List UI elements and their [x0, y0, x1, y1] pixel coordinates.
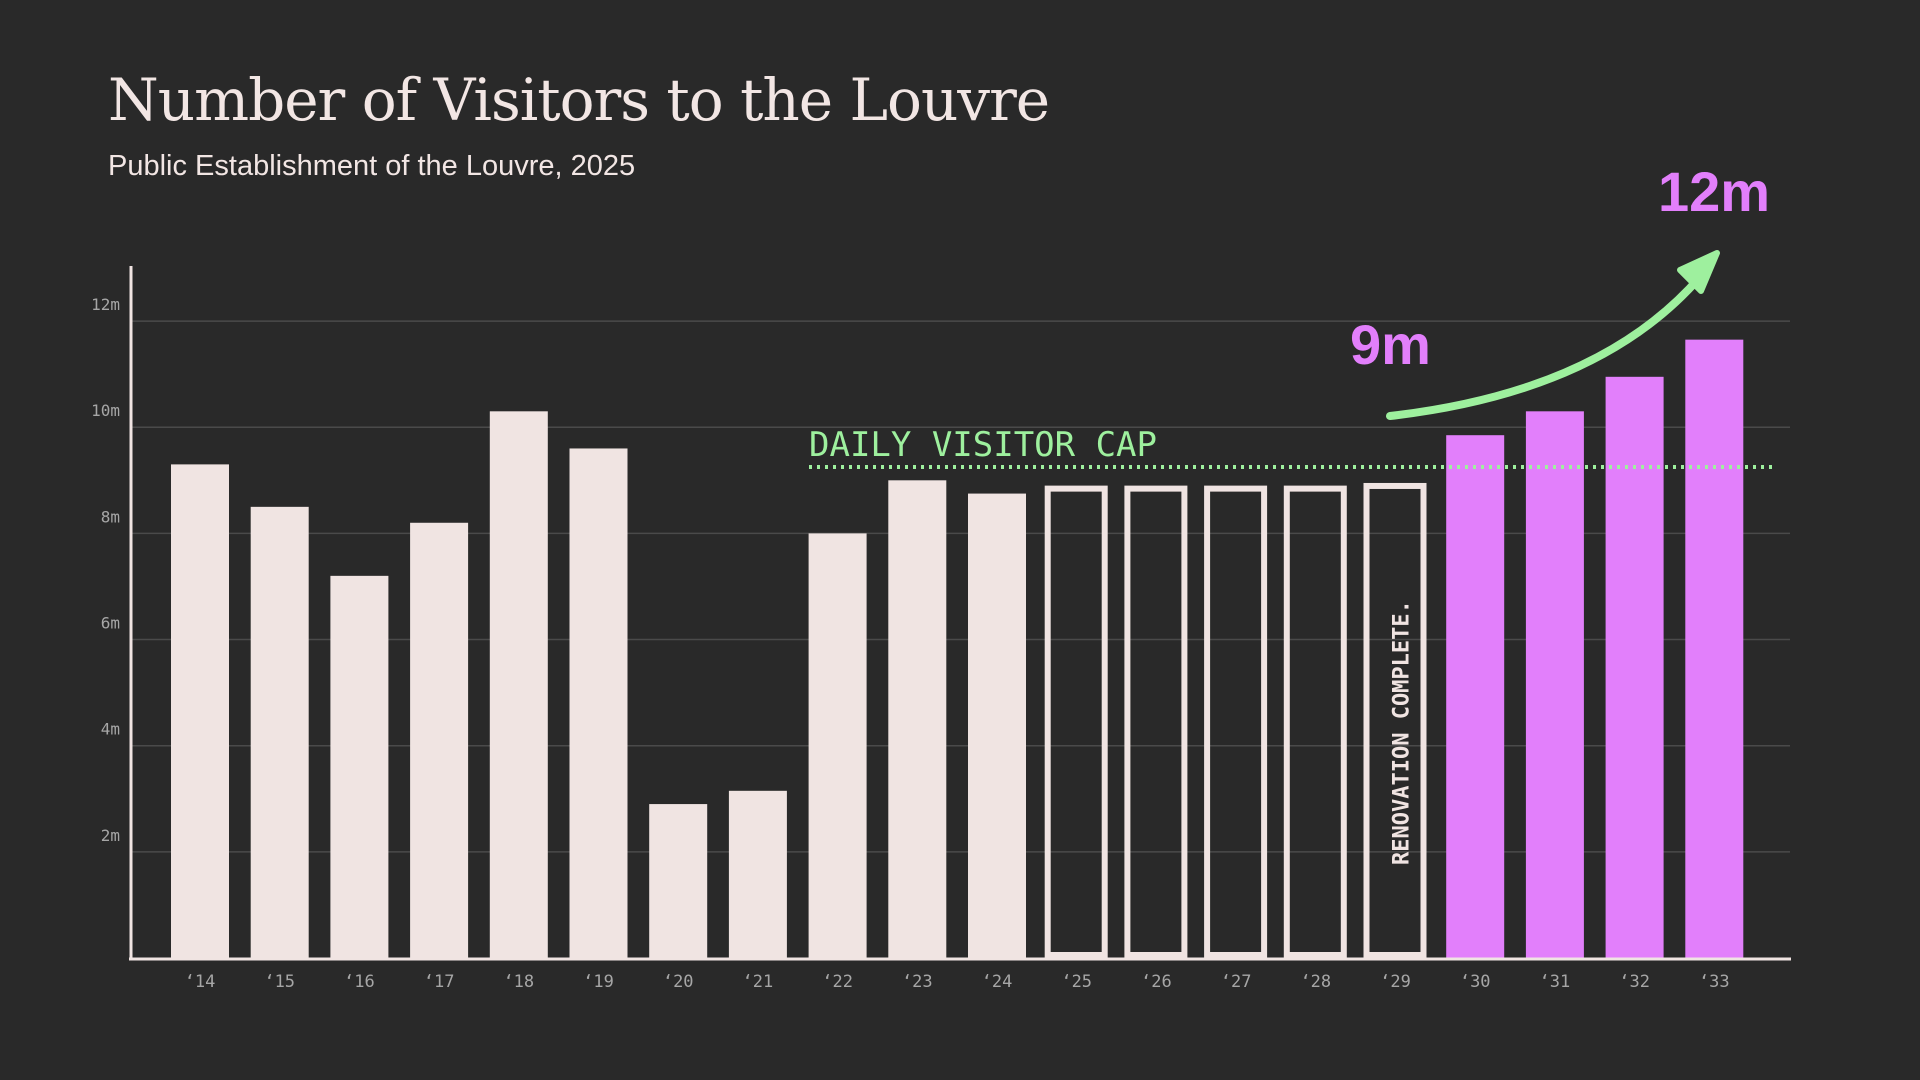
renovation-complete-label: RENOVATION COMPLETE. — [1390, 600, 1415, 865]
bar-outline — [1124, 485, 1188, 958]
x-tick-label: ‘16 — [344, 972, 375, 992]
y-tick-label: 8m — [101, 507, 120, 526]
bar-projected — [1685, 339, 1744, 959]
bar — [649, 804, 708, 958]
x-tick-label: ‘22 — [822, 972, 853, 992]
x-tick-label: ‘19 — [583, 972, 614, 992]
x-tick-label: ‘32 — [1619, 972, 1650, 992]
growth-arrowhead — [1677, 250, 1720, 294]
growth-arrow — [1386, 273, 1704, 420]
chart-subtitle: Public Establishment of the Louvre, 2025 — [108, 150, 636, 182]
bar — [968, 493, 1026, 958]
y-tick-label: 4m — [101, 720, 120, 739]
bar-outline — [1283, 485, 1347, 958]
bar-outline — [1044, 485, 1108, 958]
y-tick-label: 6m — [101, 614, 120, 633]
bar-outline — [1363, 482, 1427, 958]
bar — [330, 575, 389, 958]
bar-projected — [1605, 376, 1664, 958]
bar — [489, 411, 548, 958]
x-tick-label: ‘27 — [1221, 972, 1252, 992]
bar — [888, 480, 947, 958]
x-tick-label: ‘17 — [424, 972, 455, 992]
bar — [171, 464, 229, 958]
x-tick-label: ‘18 — [503, 972, 534, 992]
daily-visitor-cap-label: DAILY VISITOR CAP — [809, 425, 1157, 465]
x-tick-label: ‘30 — [1460, 972, 1491, 992]
gridlines — [131, 320, 1790, 853]
x-tick-label: ‘33 — [1699, 972, 1730, 992]
bar — [728, 790, 787, 958]
x-tick-label: ‘28 — [1300, 972, 1331, 992]
x-tick-label: ‘26 — [1141, 972, 1172, 992]
bar — [410, 522, 469, 958]
bar — [808, 533, 867, 958]
x-tick-label: ‘15 — [264, 972, 295, 992]
end-value-label: 12m — [1658, 160, 1770, 223]
bar — [250, 506, 309, 958]
bars — [171, 339, 1744, 959]
bar-projected — [1525, 411, 1584, 958]
bar — [569, 448, 628, 958]
x-axis-ticks: ‘14 ‘15 ‘16 ‘17 ‘18 ‘19 ‘20 ‘21 ‘22 ‘23 ‘24 ‘25 ‘26 ‘… — [185, 972, 1730, 992]
bar-outline — [1204, 485, 1268, 958]
x-tick-label: ‘21 — [743, 972, 774, 992]
bar-projected — [1446, 435, 1505, 958]
start-value-label: 9m — [1350, 313, 1431, 376]
y-tick-label: 2m — [101, 826, 120, 845]
x-tick-label: ‘14 — [185, 972, 216, 992]
x-tick-label: ‘25 — [1061, 972, 1092, 992]
y-axis-ticks: 2m 4m 6m 8m 10m 12m — [91, 295, 120, 845]
x-tick-label: ‘24 — [982, 972, 1013, 992]
y-tick-label: 10m — [91, 401, 120, 420]
x-tick-label: ‘29 — [1380, 972, 1411, 992]
x-tick-label: ‘20 — [663, 972, 694, 992]
chart-title: Number of Visitors to the Louvre — [108, 66, 1050, 134]
x-tick-label: ‘31 — [1540, 972, 1571, 992]
x-tick-label: ‘23 — [902, 972, 933, 992]
y-tick-label: 12m — [91, 295, 120, 314]
